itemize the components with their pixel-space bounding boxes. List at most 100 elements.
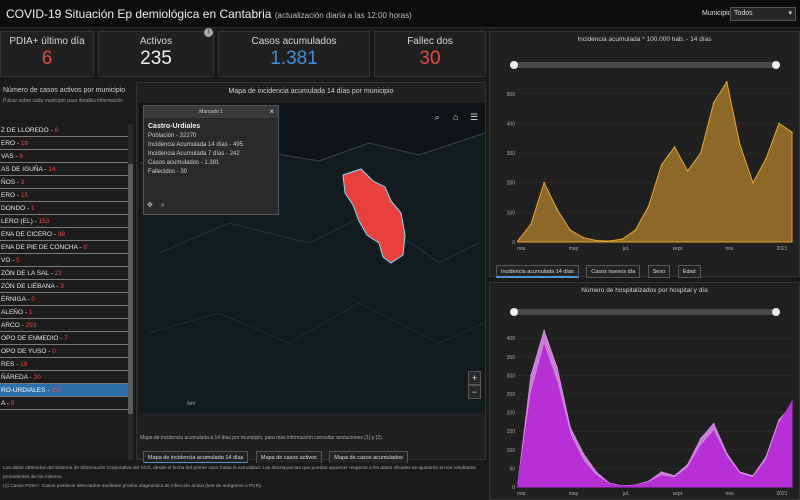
list-item[interactable]: ERO - 16 xyxy=(0,137,128,150)
map-popup: Marcado 1 × Castro-Urdiales Población - … xyxy=(143,105,279,215)
list-item[interactable]: Z DE LLOREDO - 8 xyxy=(0,124,128,137)
data-point xyxy=(673,146,676,148)
page-title: COVID-19 Situación Ep demiológica en Can… xyxy=(6,7,412,21)
zoom-out-button[interactable]: − xyxy=(468,385,481,399)
chart-title: Incidencia acumulada * 100.000 hab. - 14… xyxy=(577,36,712,43)
data-point xyxy=(530,393,532,395)
data-point xyxy=(712,101,715,104)
list-item[interactable]: ERO - 15 xyxy=(0,189,128,202)
zoom-to-icon[interactable]: ⌕ xyxy=(160,202,165,209)
list-item[interactable]: VO - 5 xyxy=(0,254,128,267)
tab-casos-nuevos[interactable]: Casos nuevos día xyxy=(586,265,641,278)
scrollbar-thumb[interactable] xyxy=(128,164,133,414)
list-item-count: 15 xyxy=(20,192,29,199)
y-tick-label: 200 xyxy=(507,411,516,417)
info-icon[interactable]: i xyxy=(204,28,213,37)
y-tick-label: 250 xyxy=(507,392,516,398)
list-item[interactable]: AS DE IGUÑA - 14 xyxy=(0,163,128,176)
chart-title: Número de hospitalizados por hospital y … xyxy=(581,287,708,294)
kpi-value: 6 xyxy=(41,48,53,69)
popup-title: Castro-Urdiales xyxy=(148,123,201,130)
x-tick-label: 2021 xyxy=(776,491,787,497)
map-caption: Mapa de incidencia acumulada a 14 días p… xyxy=(140,435,384,441)
zoom-in-button[interactable]: + xyxy=(468,371,481,385)
list-item[interactable]: ENA DE PIE DE CONCHA - 6 xyxy=(0,241,128,254)
range-handle-right xyxy=(772,308,780,316)
list-item-count: 0 xyxy=(10,400,15,407)
tab-edad[interactable]: Edad xyxy=(677,265,701,278)
data-point xyxy=(621,238,624,240)
data-point xyxy=(673,476,676,479)
tab-incidencia[interactable]: Incidencia acumulada 14 días xyxy=(496,265,579,278)
list-item-name: DONDO - xyxy=(1,205,31,212)
data-point xyxy=(517,483,519,485)
hospital-chart[interactable]: 0 50 100 150 200 250 300 350 400 mar. may. jul. sept… xyxy=(490,283,800,500)
incidence-chart[interactable]: 0 100 200 300 400 500 mar. may. jul. sept. nov. 202… xyxy=(490,32,800,278)
list-item[interactable]: ARCO - 293 xyxy=(0,319,128,332)
x-tick-label: mar. xyxy=(517,491,527,497)
home-icon[interactable]: ⌂ xyxy=(452,112,459,122)
list-item-name: ÑÁREDA - xyxy=(1,374,34,381)
x-tick-label: mar. xyxy=(517,246,527,252)
municipio-list: Z DE LLOREDO - 8 ERO - 16 VAS - 6 AS DE IGU… xyxy=(0,124,128,410)
list-item-count: 16 xyxy=(20,140,29,147)
list-item-name: ERO - xyxy=(1,140,21,147)
list-item[interactable]: ZÓN DE LIÉBANA - 3 xyxy=(0,280,128,293)
list-item[interactable]: RO-URDIALES - 235 xyxy=(0,384,128,397)
list-item-name: ARCO - xyxy=(1,322,26,329)
move-icon[interactable]: ✥ xyxy=(147,202,153,209)
list-item-count: 235 xyxy=(51,387,63,394)
list-item[interactable]: OPO DE YUSO - 0 xyxy=(0,345,128,358)
list-item-count: 8 xyxy=(54,127,59,134)
list-item-name: RES - xyxy=(1,361,21,368)
y-tick-label: 400 xyxy=(507,336,516,342)
list-icon[interactable]: ☰ xyxy=(469,112,479,122)
list-item[interactable]: ALEÑO - 1 xyxy=(0,306,128,319)
search-icon[interactable]: ⌕ xyxy=(434,112,440,122)
title-subtitle: (actualización diaria a las 12:00 horas) xyxy=(274,11,412,20)
kpi-label: Fallec dos xyxy=(407,36,453,47)
data-point xyxy=(699,437,702,440)
data-point xyxy=(726,452,728,455)
data-point xyxy=(752,475,754,477)
list-item[interactable]: A - 0 xyxy=(0,397,128,410)
data-point xyxy=(582,460,584,462)
tab-sexo[interactable]: Sexo xyxy=(647,265,671,278)
list-item[interactable]: RES - 19 xyxy=(0,358,128,371)
list-item-count: 3 xyxy=(20,179,25,186)
list-subtitle: Pulsar sobre cada municipio para detalle… xyxy=(3,98,124,104)
list-item[interactable]: ÉRNIGA - 0 xyxy=(0,293,128,306)
incidence-chart-panel: Incidencia acumulada * 100.000 hab. - 14… xyxy=(489,31,800,278)
scale-label: 6mi xyxy=(187,401,196,407)
list-item-name: ZÓN DE LIÉBANA - xyxy=(1,283,61,290)
list-item[interactable]: DONDO - 1 xyxy=(0,202,128,215)
data-point xyxy=(712,430,715,432)
data-point xyxy=(660,475,663,477)
castro-urdiales-region[interactable] xyxy=(342,168,406,264)
list-item[interactable]: ENA DE CICERO - 38 xyxy=(0,228,128,241)
y-tick-label: 50 xyxy=(509,466,515,472)
list-item-name: OPO DE YUSO - xyxy=(1,348,53,355)
title-text: COVID-19 Situación Ep demiológica en Can… xyxy=(6,7,272,21)
terrain-line xyxy=(148,302,485,344)
map-view[interactable]: ⌕ ⌂ ☰ Marcado 1 × Castro-Urdiales Poblac… xyxy=(139,103,485,413)
data-point xyxy=(673,475,676,477)
municipio-select[interactable]: Todos ▾ xyxy=(730,7,796,21)
municipio-value: Todos xyxy=(734,10,753,17)
list-item[interactable]: VAS - 6 xyxy=(0,150,128,163)
list-item[interactable]: ÑOS - 3 xyxy=(0,176,128,189)
list-item-name: ZÓN DE LA SAL - xyxy=(1,270,55,277)
list-scrollbar[interactable] xyxy=(128,124,133,460)
list-item[interactable]: LERO (EL) - 153 xyxy=(0,215,128,228)
footer-line: Los datos obtenidos del Sistema de Infor… xyxy=(3,466,476,471)
data-point xyxy=(595,239,598,242)
list-item[interactable]: ÑÁREDA - 20 xyxy=(0,371,128,384)
kpi-label: Casos acumulados xyxy=(251,36,337,47)
x-tick-label: sept. xyxy=(673,491,684,497)
data-point xyxy=(752,476,754,479)
list-item[interactable]: ZÓN DE LA SAL - 22 xyxy=(0,267,128,280)
data-point xyxy=(739,471,741,473)
data-point xyxy=(595,475,598,477)
list-item[interactable]: OPO DE ENMEDIO - 7 xyxy=(0,332,128,345)
close-icon[interactable]: × xyxy=(269,107,274,116)
